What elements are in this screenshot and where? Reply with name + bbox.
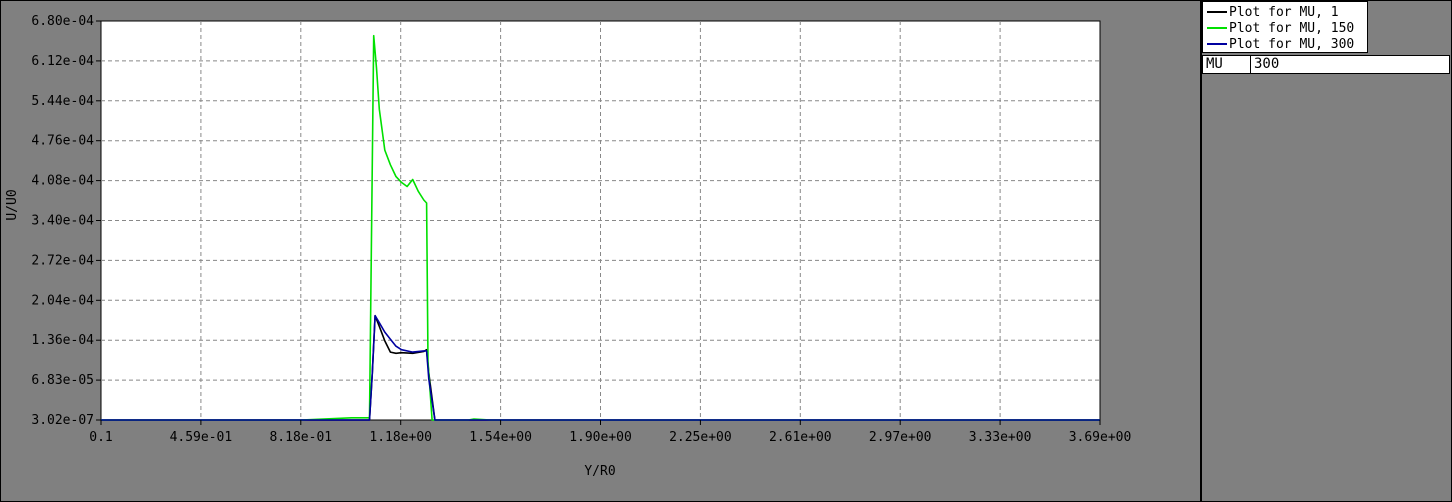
legend-swatch (1207, 43, 1227, 45)
x-tick-label: 2.61e+00 (769, 430, 832, 445)
grid (101, 21, 1100, 420)
x-tick-label: 8.18e-01 (269, 430, 332, 445)
x-tick-label: 2.97e+00 (869, 430, 932, 445)
y-tick-label: 4.08e-04 (31, 174, 94, 189)
y-axis-title: U/U0 (5, 189, 20, 220)
y-tick-label: 5.44e-04 (31, 94, 94, 109)
y-tick-label: 4.76e-04 (31, 134, 94, 149)
parameter-label: MU (1203, 56, 1251, 73)
parameter-value-input[interactable] (1251, 56, 1449, 73)
x-tick-label: 3.33e+00 (969, 430, 1032, 445)
legend-label: Plot for MU, 150 (1229, 20, 1355, 36)
x-axis-title: Y/R0 (584, 464, 615, 479)
parameter-row: MU (1202, 55, 1450, 74)
y-tick-label: 2.72e-04 (31, 253, 94, 268)
legend-swatch (1207, 27, 1227, 29)
legend-label: Plot for MU, 1 (1229, 4, 1339, 20)
x-tick-label: 1.54e+00 (469, 430, 532, 445)
x-tick-label: 2.25e+00 (669, 430, 732, 445)
legend: Plot for MU, 1 Plot for MU, 150 Plot for… (1202, 1, 1368, 53)
y-tick-label: 6.83e-05 (31, 373, 94, 388)
y-tick-label: 6.80e-04 (31, 14, 94, 29)
legend-item: Plot for MU, 1 (1207, 4, 1367, 20)
legend-label: Plot for MU, 300 (1229, 36, 1355, 52)
x-tick-label: 1.90e+00 (569, 430, 632, 445)
x-tick-label: 1.18e+00 (369, 430, 432, 445)
y-tick-label: 3.40e-04 (31, 214, 94, 229)
legend-item: Plot for MU, 150 (1207, 20, 1367, 36)
series-group (101, 34, 1100, 421)
panel-divider (1200, 0, 1202, 502)
y-tick-label: 1.36e-04 (31, 333, 94, 348)
axis-ticks: 0.1 4.59e-01 8.18e-01 1.18e+00 1.54e+00 1.90e… (31, 14, 1131, 445)
x-tick-label: 0.1 (89, 430, 112, 445)
y-tick-label: 6.12e-04 (31, 54, 94, 69)
y-tick-label: 3.02e-07 (31, 413, 94, 428)
legend-swatch (1207, 11, 1227, 13)
y-tick-label: 2.04e-04 (31, 293, 94, 308)
x-tick-label: 3.69e+00 (1069, 430, 1132, 445)
series-line-3 (101, 314, 1100, 421)
line-chart: 0.1 4.59e-01 8.18e-01 1.18e+00 1.54e+00 1.90e… (5, 14, 1131, 479)
legend-item: Plot for MU, 300 (1207, 36, 1367, 52)
x-tick-label: 4.59e-01 (170, 430, 233, 445)
